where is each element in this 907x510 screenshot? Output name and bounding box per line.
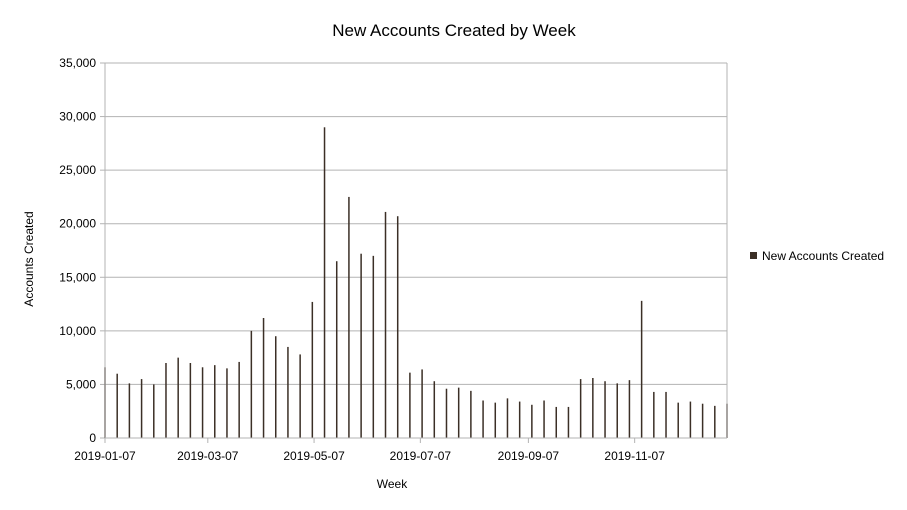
gridlines [100, 62, 727, 439]
x-tick-label: 2019-05-07 [283, 449, 345, 463]
bar [409, 372, 411, 438]
x-tick-label: 2019-01-07 [74, 449, 136, 463]
bars [104, 127, 728, 439]
bar [177, 357, 179, 438]
bar [116, 373, 118, 438]
bar [494, 402, 497, 438]
bar [689, 401, 692, 438]
bar [372, 255, 375, 438]
y-axis-label: Accounts Created [22, 211, 36, 306]
bar [226, 368, 228, 438]
legend-label: New Accounts Created [762, 249, 884, 263]
bar [421, 369, 423, 438]
bar [518, 401, 521, 438]
bar [677, 402, 679, 438]
bar [153, 384, 155, 438]
bar [567, 406, 570, 438]
bar [140, 379, 143, 438]
bar [665, 391, 667, 438]
bar [445, 388, 448, 438]
bar [189, 363, 192, 438]
bar [470, 390, 472, 438]
bar [384, 211, 387, 438]
x-axis-label: Week [377, 477, 408, 491]
bar [543, 400, 545, 438]
legend: New Accounts Created [750, 249, 884, 263]
legend-swatch [750, 252, 757, 259]
bar [628, 380, 631, 438]
bar [165, 363, 167, 438]
bar [592, 378, 594, 438]
bar [323, 127, 326, 439]
bar [262, 318, 265, 438]
bar [457, 387, 460, 438]
bar [201, 367, 204, 438]
axes [104, 63, 728, 439]
x-tick-label: 2019-11-07 [604, 449, 665, 463]
bar [482, 400, 484, 438]
y-tick-labels: 0 5,000 10,000 15,000 20,000 25,000 30,000 35,0… [59, 56, 96, 445]
x-tick-label: 2019-09-07 [498, 449, 560, 463]
bar [299, 354, 301, 438]
x-tick-label: 2019-07-07 [390, 449, 452, 463]
bar [311, 301, 314, 438]
y-tick-label: 20,000 [59, 217, 96, 231]
bar [348, 196, 350, 438]
x-tick-labels: 2019-01-07 2019-03-07 2019-05-07 2019-07-07… [74, 438, 665, 463]
chart-title: New Accounts Created by Week [332, 21, 576, 40]
y-tick-label: 15,000 [59, 270, 96, 284]
bar [214, 365, 216, 438]
bar [640, 300, 643, 438]
bar [433, 381, 436, 438]
bar [274, 336, 277, 438]
bar [506, 398, 509, 438]
bar [555, 406, 558, 438]
y-tick-label: 0 [89, 431, 96, 445]
bar [396, 216, 399, 438]
y-tick-label: 30,000 [59, 110, 96, 124]
bar [701, 403, 704, 438]
bar [714, 405, 716, 438]
x-tick-label: 2019-03-07 [177, 449, 239, 463]
bar [604, 381, 606, 438]
y-tick-label: 5,000 [66, 377, 96, 391]
y-tick-label: 10,000 [59, 324, 96, 338]
bar [531, 404, 533, 438]
bar [579, 379, 582, 438]
y-tick-label: 25,000 [59, 163, 96, 177]
bar [653, 391, 655, 438]
bar [335, 261, 338, 438]
bar [287, 346, 289, 438]
bar [128, 383, 131, 438]
bar [250, 330, 253, 438]
bar [238, 361, 240, 438]
bar [360, 253, 362, 438]
y-tick-label: 35,000 [59, 56, 96, 70]
bar [616, 383, 618, 438]
